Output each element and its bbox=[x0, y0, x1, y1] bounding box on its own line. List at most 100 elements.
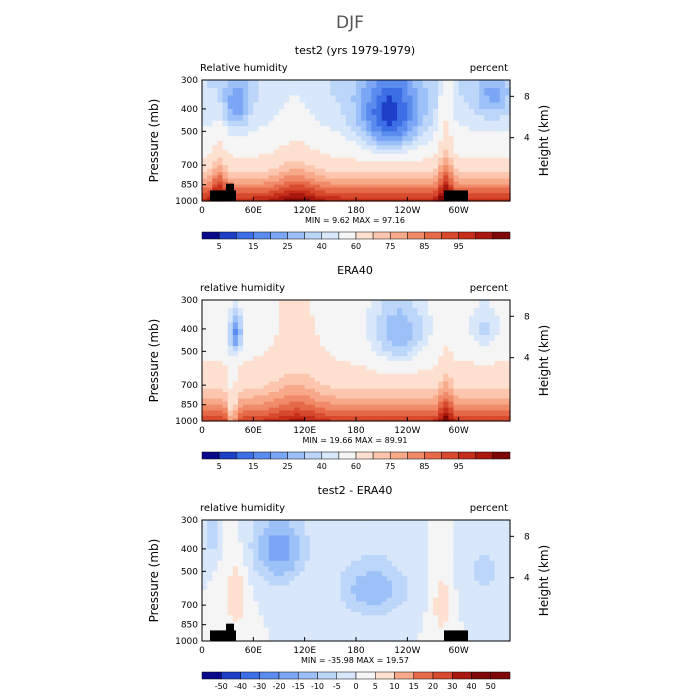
heatmap-cell bbox=[386, 102, 393, 110]
heatmap-cell bbox=[386, 410, 393, 414]
heatmap-cell bbox=[443, 560, 449, 567]
heatmap-cell bbox=[463, 161, 470, 166]
heatmap-cell bbox=[381, 377, 388, 383]
heatmap-cell bbox=[468, 621, 475, 626]
heatmap-cell bbox=[258, 548, 265, 556]
heatmap-cell bbox=[427, 627, 434, 632]
heatmap-cell bbox=[386, 548, 393, 556]
heatmap-cell bbox=[299, 300, 306, 309]
colorbar-box bbox=[235, 451, 254, 460]
heatmap-cell bbox=[227, 605, 234, 610]
heatmap-cell bbox=[391, 585, 398, 591]
heatmap-cell bbox=[371, 181, 378, 186]
heatmap-cell bbox=[463, 542, 470, 550]
colorbar-box bbox=[492, 451, 511, 460]
heatmap-cell bbox=[304, 88, 311, 97]
heatmap-cell bbox=[227, 601, 234, 606]
heatmap-cell bbox=[474, 315, 480, 324]
heatmap-cell bbox=[422, 88, 429, 97]
heatmap-cell bbox=[263, 398, 270, 403]
heatmap-cell bbox=[273, 410, 280, 414]
heatmap-cell bbox=[391, 157, 398, 163]
heatmap-cell bbox=[458, 157, 465, 163]
heatmap-cell bbox=[263, 601, 270, 606]
heatmap-cell bbox=[284, 153, 290, 159]
heatmap-cell bbox=[325, 415, 331, 420]
heatmap-cell bbox=[412, 597, 419, 603]
heatmap-cell bbox=[453, 145, 460, 151]
heatmap-cell bbox=[504, 351, 511, 357]
heatmap-cell bbox=[391, 187, 398, 192]
heatmap-cell bbox=[212, 398, 218, 403]
heatmap-cell bbox=[381, 175, 388, 180]
heatmap-cell bbox=[381, 335, 388, 342]
heatmap-cell bbox=[453, 136, 460, 142]
heatmap-cell bbox=[433, 630, 439, 634]
heatmap-cell bbox=[268, 535, 275, 544]
heatmap-cell bbox=[463, 388, 470, 393]
heatmap-cell bbox=[309, 102, 316, 110]
heatmap-cell bbox=[258, 95, 265, 104]
heatmap-cell bbox=[217, 566, 224, 572]
heatmap-cell bbox=[289, 388, 295, 393]
heatmap-cell bbox=[212, 335, 218, 342]
heatmap-cell bbox=[243, 300, 249, 309]
heatmap-cell bbox=[371, 377, 378, 383]
heatmap-cell bbox=[263, 308, 270, 317]
heatmap-cell bbox=[463, 605, 470, 610]
heatmap-cell bbox=[479, 369, 485, 375]
heatmap-cell bbox=[345, 566, 352, 572]
heatmap-cell bbox=[402, 126, 408, 132]
heatmap-cell bbox=[258, 351, 265, 357]
heatmap-cell bbox=[289, 153, 295, 159]
heatmap-cell bbox=[294, 195, 301, 200]
heatmap-cell bbox=[499, 415, 506, 420]
heatmap-cell bbox=[314, 597, 321, 603]
heatmap-cell bbox=[232, 624, 239, 629]
heatmap-cell bbox=[243, 351, 249, 357]
heatmap-cell bbox=[222, 340, 229, 347]
heatmap-cell bbox=[340, 381, 347, 386]
heatmap-cell bbox=[237, 88, 244, 97]
heatmap-cell bbox=[356, 566, 362, 572]
colorbar-box bbox=[321, 451, 340, 460]
heatmap-cell bbox=[391, 115, 398, 122]
heatmap-cell bbox=[361, 612, 367, 616]
heatmap-cell bbox=[391, 624, 398, 629]
heatmap-cell bbox=[289, 585, 295, 591]
heatmap-cell bbox=[325, 145, 331, 151]
heatmap-cell bbox=[433, 627, 439, 632]
heatmap-cell bbox=[314, 145, 321, 151]
heatmap-cell bbox=[299, 181, 306, 186]
heatmap-cell bbox=[299, 195, 306, 200]
heatmap-cell bbox=[212, 88, 218, 97]
heatmap-cell bbox=[402, 88, 408, 97]
heatmap-cell bbox=[325, 165, 331, 170]
heatmap-cell bbox=[207, 120, 213, 127]
heatmap-cell bbox=[427, 140, 434, 146]
heatmap-cell bbox=[376, 608, 383, 613]
heatmap-cell bbox=[453, 418, 460, 422]
heatmap-cell bbox=[494, 630, 501, 634]
heatmap-cell bbox=[417, 88, 424, 97]
heatmap-cell bbox=[463, 335, 470, 342]
heatmap-cell bbox=[340, 184, 347, 189]
heatmap-cell bbox=[294, 365, 301, 371]
heatmap-cell bbox=[217, 585, 224, 591]
heatmap-cell bbox=[345, 612, 352, 616]
heatmap-cell bbox=[335, 181, 342, 186]
heatmap-cell bbox=[422, 398, 429, 403]
heatmap-cell bbox=[474, 165, 480, 170]
heatmap-cell bbox=[335, 198, 342, 202]
heatmap-cell bbox=[253, 601, 260, 606]
heatmap-cell bbox=[309, 415, 316, 420]
heatmap-cell bbox=[433, 385, 439, 390]
heatmap-cell bbox=[468, 377, 475, 383]
heatmap-cell bbox=[232, 187, 239, 192]
heatmap-cell bbox=[253, 520, 260, 529]
heatmap-cell bbox=[453, 140, 460, 146]
heatmap-cell bbox=[443, 535, 449, 544]
heatmap-cell bbox=[299, 413, 306, 417]
heatmap-cell bbox=[468, 153, 475, 159]
heatmap-cell bbox=[227, 413, 234, 417]
